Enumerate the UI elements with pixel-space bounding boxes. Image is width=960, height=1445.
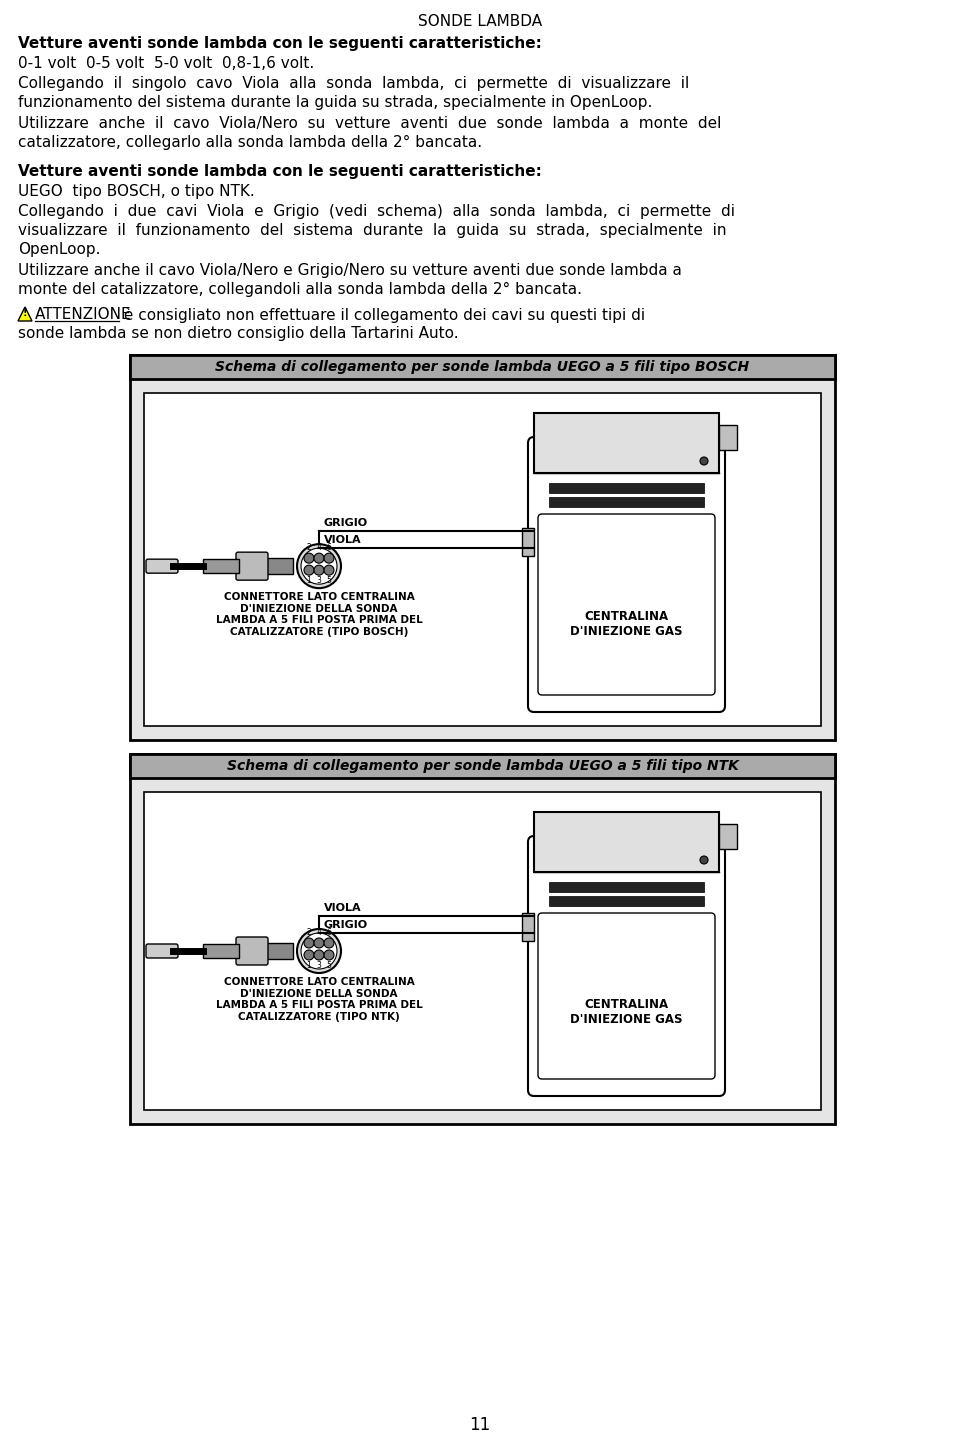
Circle shape bbox=[314, 565, 324, 575]
Bar bbox=[144, 393, 821, 725]
Text: 5: 5 bbox=[326, 577, 331, 585]
Text: Utilizzare  anche  il  cavo  Viola/Nero  su  vetture  aventi  due  sonde  lambda: Utilizzare anche il cavo Viola/Nero su v… bbox=[18, 116, 721, 131]
Text: Utilizzare anche il cavo Viola/Nero e Grigio/Nero su vetture aventi due sonde la: Utilizzare anche il cavo Viola/Nero e Gr… bbox=[18, 263, 682, 277]
FancyBboxPatch shape bbox=[528, 436, 725, 712]
Text: 2: 2 bbox=[306, 543, 311, 552]
Circle shape bbox=[304, 565, 314, 575]
Bar bbox=[203, 944, 239, 958]
Bar bbox=[130, 754, 835, 777]
Text: !: ! bbox=[23, 308, 27, 318]
Text: GRIGIO: GRIGIO bbox=[324, 920, 368, 931]
FancyBboxPatch shape bbox=[146, 944, 178, 958]
Text: 6: 6 bbox=[326, 928, 331, 936]
Text: CONNETTORE LATO CENTRALINA
D'INIEZIONE DELLA SONDA
LAMBDA A 5 FILI POSTA PRIMA D: CONNETTORE LATO CENTRALINA D'INIEZIONE D… bbox=[216, 592, 422, 637]
Bar bbox=[265, 944, 293, 959]
Circle shape bbox=[314, 938, 324, 948]
Text: Vetture aventi sonde lambda con le seguenti caratteristiche:: Vetture aventi sonde lambda con le segue… bbox=[18, 36, 541, 51]
Text: Collegando  il  singolo  cavo  Viola  alla  sonda  lambda,  ci  permette  di  vi: Collegando il singolo cavo Viola alla so… bbox=[18, 77, 689, 91]
Text: Collegando  i  due  cavi  Viola  e  Grigio  (vedi  schema)  alla  sonda  lambda,: Collegando i due cavi Viola e Grigio (ve… bbox=[18, 204, 735, 220]
Bar bbox=[265, 558, 293, 574]
Text: 1: 1 bbox=[306, 961, 311, 970]
Circle shape bbox=[540, 1059, 552, 1071]
Text: Vetture aventi sonde lambda con le seguenti caratteristiche:: Vetture aventi sonde lambda con le segue… bbox=[18, 163, 541, 179]
Polygon shape bbox=[18, 306, 32, 321]
Bar bbox=[549, 497, 704, 507]
Circle shape bbox=[301, 548, 337, 584]
Bar bbox=[549, 896, 704, 906]
FancyBboxPatch shape bbox=[236, 936, 268, 965]
Text: SONDE LAMBDA: SONDE LAMBDA bbox=[418, 14, 542, 29]
Circle shape bbox=[324, 553, 334, 564]
Text: 3: 3 bbox=[317, 961, 322, 970]
Text: catalizzatore, collegarlo alla sonda lambda della 2° bancata.: catalizzatore, collegarlo alla sonda lam… bbox=[18, 134, 482, 150]
Circle shape bbox=[700, 855, 708, 864]
Text: 1: 1 bbox=[306, 577, 311, 585]
Circle shape bbox=[700, 457, 708, 465]
Text: 0-1 volt  0-5 volt  5-0 volt  0,8-1,6 volt.: 0-1 volt 0-5 volt 5-0 volt 0,8-1,6 volt. bbox=[18, 56, 314, 71]
Bar bbox=[549, 483, 704, 493]
Text: 5: 5 bbox=[326, 961, 331, 970]
Circle shape bbox=[314, 553, 324, 564]
Text: CENTRALINA
D'INIEZIONE GAS: CENTRALINA D'INIEZIONE GAS bbox=[570, 610, 683, 637]
Bar bbox=[144, 792, 821, 1110]
Circle shape bbox=[324, 938, 334, 948]
FancyBboxPatch shape bbox=[538, 913, 715, 1079]
Text: VIOLA: VIOLA bbox=[324, 535, 362, 545]
Text: VIOLA: VIOLA bbox=[324, 903, 362, 913]
Text: UEGO  tipo BOSCH, o tipo NTK.: UEGO tipo BOSCH, o tipo NTK. bbox=[18, 184, 254, 199]
Text: 4: 4 bbox=[317, 543, 322, 552]
Bar bbox=[549, 881, 704, 892]
Text: ATTENZIONE: ATTENZIONE bbox=[35, 306, 132, 322]
Bar bbox=[203, 559, 239, 574]
Text: OpenLoop.: OpenLoop. bbox=[18, 241, 101, 257]
Circle shape bbox=[324, 565, 334, 575]
FancyBboxPatch shape bbox=[528, 837, 725, 1095]
Text: visualizzare  il  funzionamento  del  sistema  durante  la  guida  su  strada,  : visualizzare il funzionamento del sistem… bbox=[18, 223, 727, 238]
Text: Schema di collegamento per sonde lambda UEGO a 5 fili tipo NTK: Schema di collegamento per sonde lambda … bbox=[227, 759, 738, 773]
Text: sonde lambda se non dietro consiglio della Tartarini Auto.: sonde lambda se non dietro consiglio del… bbox=[18, 327, 459, 341]
Circle shape bbox=[297, 545, 341, 588]
Circle shape bbox=[301, 933, 337, 970]
Text: CONNETTORE LATO CENTRALINA
D'INIEZIONE DELLA SONDA
LAMBDA A 5 FILI POSTA PRIMA D: CONNETTORE LATO CENTRALINA D'INIEZIONE D… bbox=[216, 977, 422, 1022]
Text: 11: 11 bbox=[469, 1416, 491, 1433]
Text: CENTRALINA
D'INIEZIONE GAS: CENTRALINA D'INIEZIONE GAS bbox=[570, 998, 683, 1026]
Text: 2: 2 bbox=[306, 928, 311, 936]
Circle shape bbox=[297, 929, 341, 972]
Circle shape bbox=[304, 553, 314, 564]
Text: funzionamento del sistema durante la guida su strada, specialmente in OpenLoop.: funzionamento del sistema durante la gui… bbox=[18, 95, 653, 110]
Bar bbox=[130, 754, 835, 1124]
Bar bbox=[522, 913, 534, 941]
Circle shape bbox=[304, 949, 314, 959]
Circle shape bbox=[324, 949, 334, 959]
Bar bbox=[130, 355, 835, 379]
FancyBboxPatch shape bbox=[146, 559, 178, 574]
Bar bbox=[522, 529, 534, 556]
Circle shape bbox=[701, 1059, 713, 1071]
Circle shape bbox=[701, 675, 713, 686]
Bar bbox=[719, 824, 737, 850]
Bar bbox=[719, 425, 737, 449]
FancyBboxPatch shape bbox=[538, 514, 715, 695]
FancyBboxPatch shape bbox=[534, 812, 719, 871]
Text: 3: 3 bbox=[317, 577, 322, 585]
Bar bbox=[130, 355, 835, 740]
Text: 6: 6 bbox=[326, 543, 331, 552]
FancyBboxPatch shape bbox=[236, 552, 268, 579]
FancyBboxPatch shape bbox=[534, 413, 719, 473]
Text: Schema di collegamento per sonde lambda UEGO a 5 fili tipo BOSCH: Schema di collegamento per sonde lambda … bbox=[215, 360, 750, 374]
Circle shape bbox=[304, 938, 314, 948]
Text: GRIGIO: GRIGIO bbox=[324, 519, 368, 529]
Text: è consigliato non effettuare il collegamento dei cavi su questi tipi di: è consigliato non effettuare il collegam… bbox=[119, 306, 645, 324]
Circle shape bbox=[314, 949, 324, 959]
Text: monte del catalizzatore, collegandoli alla sonda lambda della 2° bancata.: monte del catalizzatore, collegandoli al… bbox=[18, 282, 582, 298]
Circle shape bbox=[540, 675, 552, 686]
Text: 4: 4 bbox=[317, 928, 322, 936]
